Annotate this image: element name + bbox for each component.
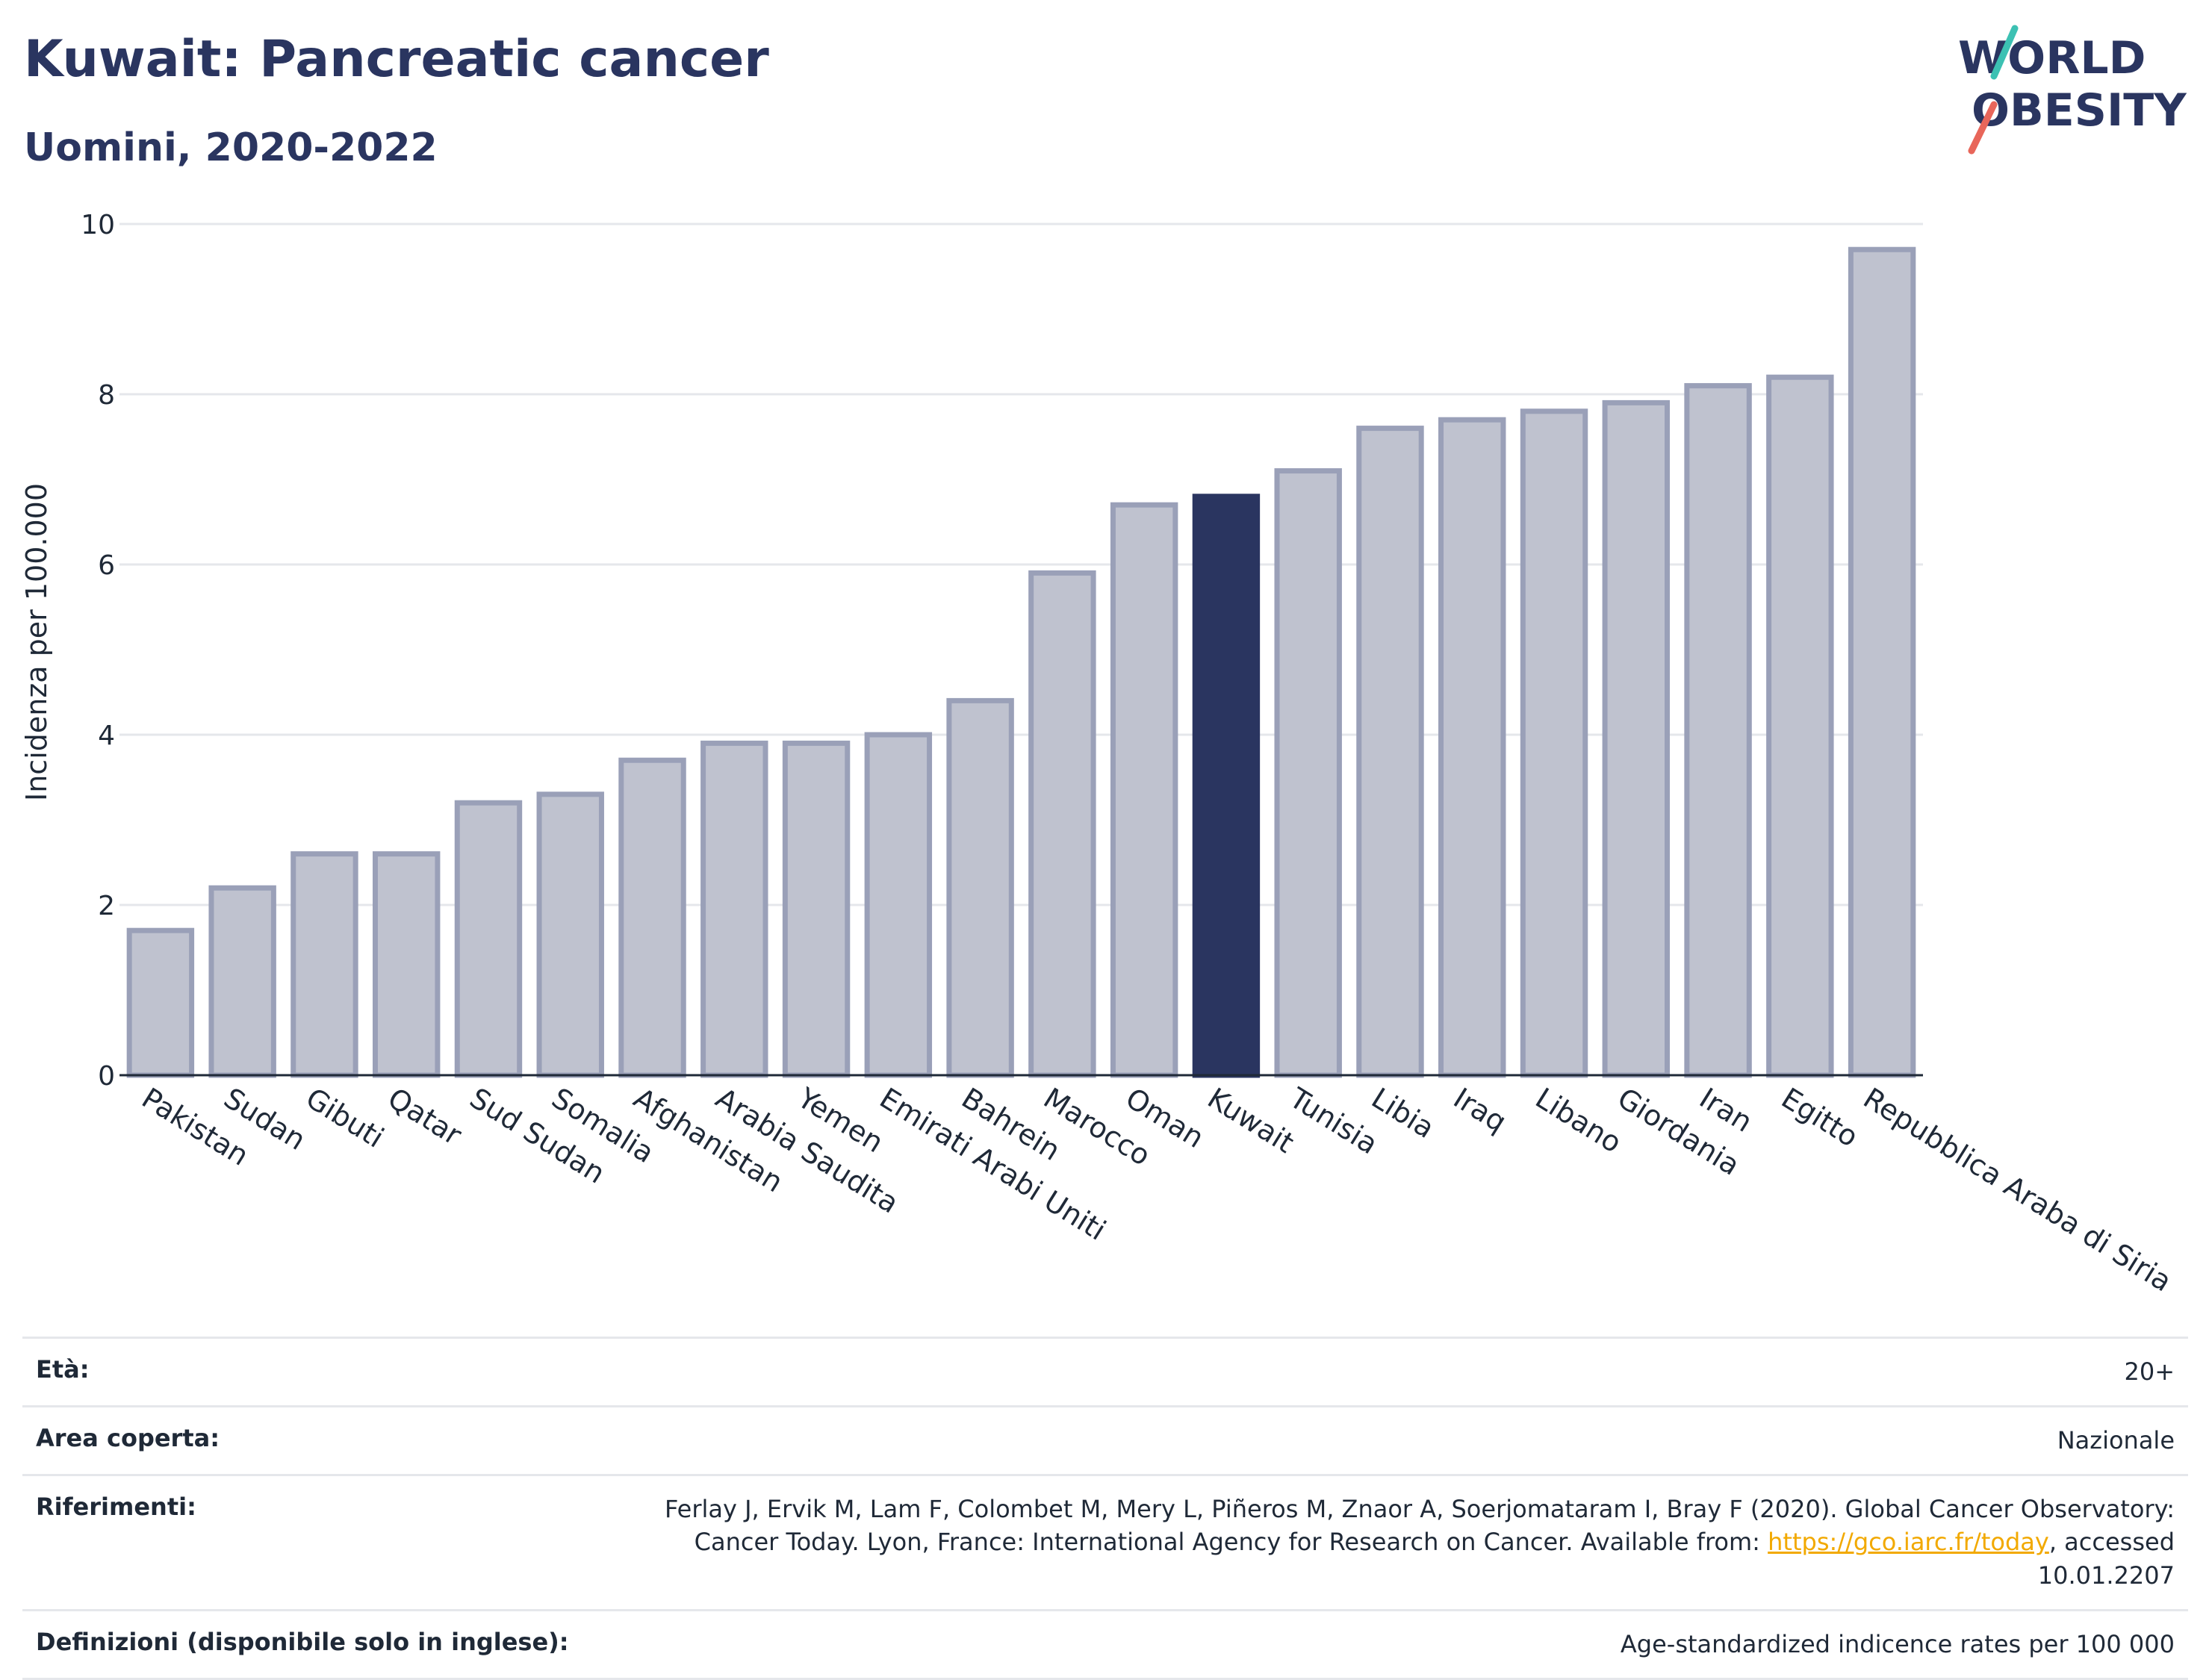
y-tick-label: 10 xyxy=(81,210,115,240)
age-value: 20+ xyxy=(2124,1357,2175,1386)
bar-sud-sudan xyxy=(454,800,523,1078)
logo-line2: OBESITY xyxy=(1972,84,2187,137)
references-text: Ferlay J, Ervik M, Lam F, Colombet M, Me… xyxy=(665,1494,2175,1557)
x-tick-label: Iraq xyxy=(1448,1081,1512,1139)
info-row-definitions: Definizioni (disponibile solo in inglese… xyxy=(22,1608,2188,1680)
x-tick-label: Egitto xyxy=(1776,1081,1864,1154)
bar-emirati-arabi-uniti xyxy=(864,732,933,1078)
definitions-label: Definizioni (disponibile solo in inglese… xyxy=(36,1627,569,1656)
bar-repubblica-araba-di-siria xyxy=(1848,246,1916,1078)
y-axis-label: Incidenza per 100.000 xyxy=(20,483,53,801)
y-tick-label: 0 xyxy=(98,1061,115,1092)
y-tick-labels: 0 2 4 6 8 10 xyxy=(81,210,115,1092)
references-accessed: , accessed 10.01.2207 xyxy=(2037,1528,2175,1590)
area-value: Nazionale xyxy=(2057,1425,2175,1455)
y-tick-label: 2 xyxy=(98,891,115,921)
bar-libia xyxy=(1356,426,1424,1078)
bar-arabia-saudita xyxy=(700,740,768,1078)
bar-tunisia xyxy=(1274,468,1342,1078)
info-row-references: Riferimenti: Ferlay J, Ervik M, Lam F, C… xyxy=(22,1473,2188,1609)
bar-iran xyxy=(1684,383,1752,1078)
x-tick-label: Libano xyxy=(1530,1081,1628,1159)
references-label: Riferimenti: xyxy=(36,1492,196,1521)
references-value: Ferlay J, Ervik M, Lam F, Colombet M, Me… xyxy=(584,1493,2175,1593)
x-tick-label: Repubblica Araba di Siria xyxy=(1858,1081,2178,1298)
bar-kuwait xyxy=(1192,494,1261,1078)
references-link[interactable]: https://gco.iarc.fr/today xyxy=(1768,1528,2049,1557)
bar-iraq xyxy=(1438,417,1506,1078)
definitions-value: Age-standardized indicence rates per 100… xyxy=(1620,1629,2175,1658)
y-tick-label: 6 xyxy=(98,550,115,581)
chart-subtitle: Uomini, 2020-2022 xyxy=(24,125,438,170)
x-tick-label: Kuwait xyxy=(1202,1081,1299,1160)
logo-slash-teal xyxy=(1990,25,2019,80)
bar-qatar xyxy=(372,851,441,1078)
bar-marocco xyxy=(1028,570,1096,1078)
world-obesity-logo: WORLD OBESITY xyxy=(1958,25,2187,155)
bar-oman xyxy=(1110,502,1178,1078)
y-tick-label: 8 xyxy=(98,380,115,411)
logo-line1: WORLD xyxy=(1958,32,2146,84)
bar-somalia xyxy=(536,791,604,1078)
bar-libano xyxy=(1520,408,1588,1078)
bar-gibuti xyxy=(291,851,358,1078)
x-tick-label: Tunisia xyxy=(1283,1081,1383,1161)
info-row-age: Età: 20+ xyxy=(22,1337,2188,1405)
x-tick-label: Qatar xyxy=(382,1081,467,1151)
y-tick-label: 4 xyxy=(98,721,115,751)
info-table: Età: 20+ Area coperta: Nazionale Riferim… xyxy=(22,1337,2188,1680)
bar-giordania xyxy=(1602,399,1671,1078)
x-tick-label: Gibuti xyxy=(300,1081,390,1154)
chart-title: Kuwait: Pancreatic cancer xyxy=(24,30,769,89)
bar-sudan xyxy=(208,885,276,1078)
bar-bahrein xyxy=(946,697,1014,1078)
bar-afghanistan xyxy=(618,757,686,1078)
logo-slash-red xyxy=(1968,101,1998,155)
bar-pakistan xyxy=(126,927,195,1078)
bar-yemen xyxy=(782,740,851,1078)
age-label: Età: xyxy=(36,1355,90,1384)
bar-egitto xyxy=(1766,374,1834,1078)
bars xyxy=(119,246,1923,1078)
info-row-area: Area coperta: Nazionale xyxy=(22,1404,2188,1474)
area-label: Area coperta: xyxy=(36,1423,220,1452)
